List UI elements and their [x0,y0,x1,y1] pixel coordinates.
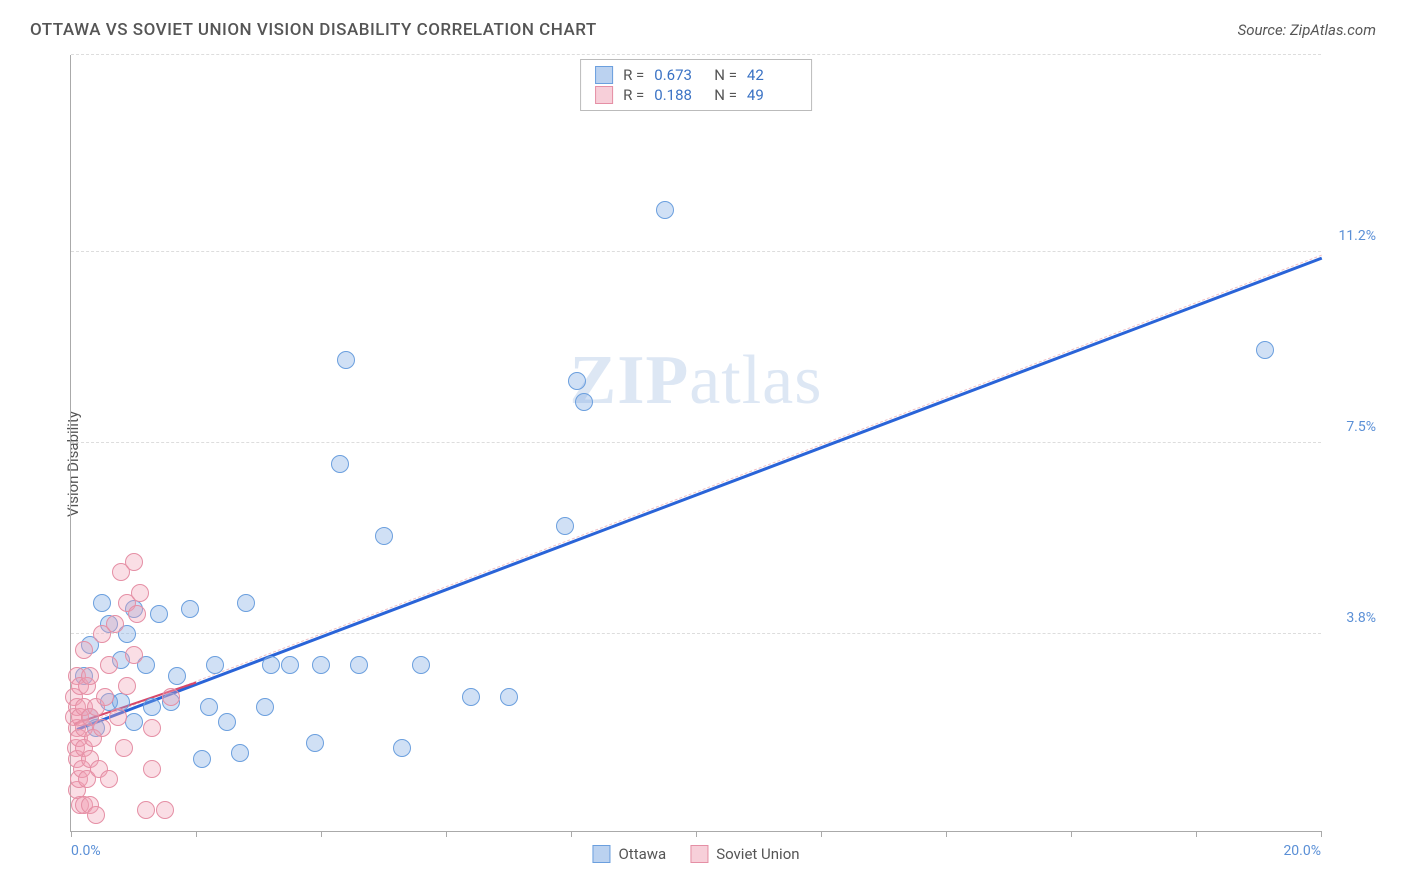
data-point [256,698,274,716]
chart-header: OTTAWA VS SOVIET UNION VISION DISABILITY… [0,0,1406,50]
x-tick [696,831,697,837]
x-tick [821,831,822,837]
data-point [156,801,174,819]
x-tick-label: 0.0% [71,843,101,859]
plot-area: ZIPatlas R =0.673N =42R =0.188N =49 Otta… [70,55,1321,832]
data-point [1256,341,1274,359]
x-tick-label: 20.0% [1283,843,1321,859]
chart-container: Vision Disability ZIPatlas R =0.673N =42… [50,55,1381,872]
data-point [162,688,180,706]
data-point [93,594,111,612]
watermark: ZIPatlas [570,341,823,421]
chart-title: OTTAWA VS SOVIET UNION VISION DISABILITY… [30,20,597,40]
x-tick [196,831,197,837]
data-point [500,688,518,706]
data-point [200,698,218,716]
data-point [143,719,161,737]
data-point [143,760,161,778]
n-label: N = [714,66,737,84]
stats-row: R = 0.188 N = 49 [595,85,797,105]
data-point [87,806,105,824]
r-label: R = [623,86,644,104]
data-point [331,455,349,473]
x-tick [1071,831,1072,837]
x-tick [1196,831,1197,837]
n-value: 49 [747,86,797,104]
gridline [71,442,1321,443]
x-tick [321,831,322,837]
legend-item: Soviet Union [690,845,799,863]
data-point [656,201,674,219]
data-point [125,553,143,571]
data-point [150,605,168,623]
legend-swatch [592,845,610,863]
data-point [115,739,133,757]
data-point [237,594,255,612]
x-tick [71,831,72,837]
data-point [143,698,161,716]
legend-label: Soviet Union [716,845,799,863]
gridline [71,251,1321,252]
legend: Ottawa Soviet Union [592,845,799,863]
data-point [125,646,143,664]
data-point [306,734,324,752]
x-tick [446,831,447,837]
data-point [100,770,118,788]
data-point [393,739,411,757]
legend-swatch [690,845,708,863]
data-point [125,713,143,731]
data-point [106,615,124,633]
data-point [128,605,146,623]
x-tick [1321,831,1322,837]
stats-box: R = 0.673 N = 42 R = 0.188 N = 49 [580,59,812,111]
data-point [218,713,236,731]
legend-item: Ottawa [592,845,666,863]
data-point [109,708,127,726]
data-point [93,719,111,737]
x-tick [946,831,947,837]
data-point [575,393,593,411]
source-attribution: Source: ZipAtlas.com [1238,21,1376,39]
stats-row: R = 0.673 N = 42 [595,65,797,85]
data-point [131,584,149,602]
data-point [100,656,118,674]
x-tick [571,831,572,837]
n-label: N = [714,86,737,104]
legend-swatch [595,66,613,84]
data-point [137,801,155,819]
data-point [96,688,114,706]
data-point [556,517,574,535]
data-point [168,667,186,685]
r-label: R = [623,66,644,84]
data-point [193,750,211,768]
y-tick-label: 7.5% [1346,419,1376,435]
data-point [375,527,393,545]
y-tick-label: 11.2% [1338,228,1376,244]
data-point [281,656,299,674]
gridline [71,633,1321,634]
r-value: 0.188 [654,86,704,104]
data-point [350,656,368,674]
r-value: 0.673 [654,66,704,84]
data-point [181,600,199,618]
y-tick-label: 3.8% [1346,610,1376,626]
data-point [312,656,330,674]
legend-swatch [595,86,613,104]
data-point [262,656,280,674]
data-point [568,372,586,390]
legend-label: Ottawa [618,845,666,863]
gridline [71,54,1321,55]
data-point [75,641,93,659]
data-point [231,744,249,762]
data-point [118,677,136,695]
data-point [81,667,99,685]
n-value: 42 [747,66,797,84]
data-point [337,351,355,369]
data-point [206,656,224,674]
data-point [462,688,480,706]
data-point [412,656,430,674]
